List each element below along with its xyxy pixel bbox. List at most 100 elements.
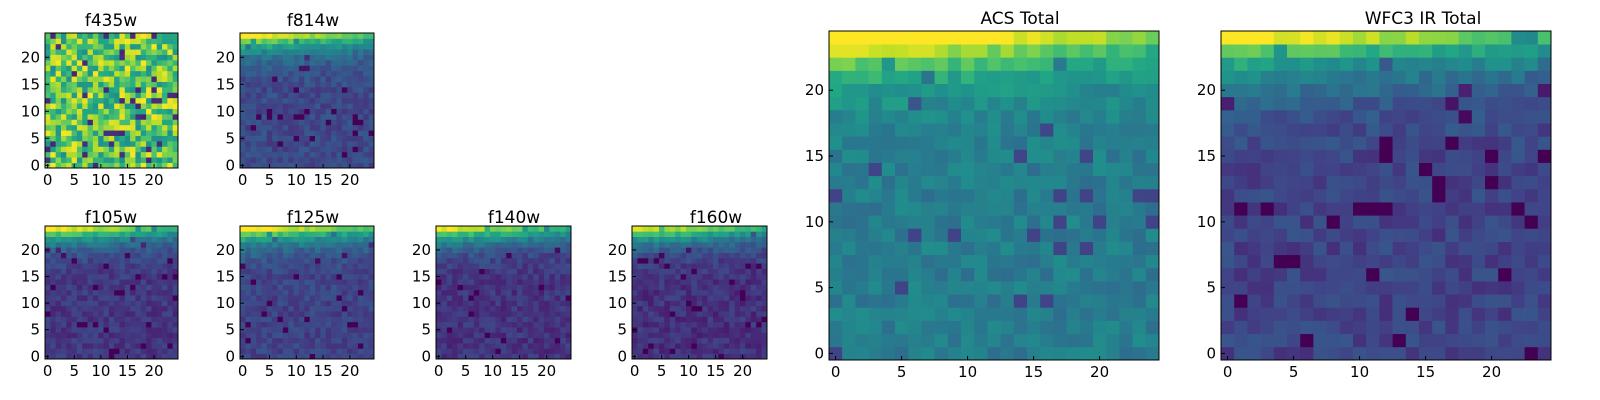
- heatmap-cell: [146, 316, 152, 323]
- heatmap-cell: [707, 311, 714, 317]
- heatmap-cell: [309, 151, 316, 158]
- heatmap-cell: [653, 273, 660, 280]
- heatmap-cell: [240, 332, 246, 339]
- heatmap-cell: [261, 81, 268, 88]
- heatmap-cell: [304, 141, 311, 147]
- heatmap-cell: [761, 284, 768, 291]
- heatmap-cell: [293, 108, 300, 115]
- heatmap-cell: [256, 33, 262, 39]
- heatmap-cell: [108, 162, 115, 169]
- heatmap-cell: [648, 268, 654, 275]
- heatmap-cell: [245, 300, 252, 307]
- heatmap-cell: [146, 311, 152, 317]
- heatmap-cell: [756, 327, 762, 333]
- heatmap-cell: [245, 289, 252, 296]
- heatmap-cell: [293, 157, 300, 163]
- heatmap-cell: [436, 289, 442, 296]
- heatmap-cell: [245, 60, 252, 66]
- heatmap-cell: [500, 353, 507, 360]
- heatmap-cell: [1379, 175, 1393, 190]
- heatmap-cell: [740, 332, 746, 339]
- heatmap-cell: [250, 108, 257, 115]
- heatmap-cell: [108, 321, 115, 328]
- heatmap-cell: [1326, 228, 1341, 242]
- heatmap-cell: [108, 151, 115, 158]
- heatmap-cell: [76, 70, 83, 77]
- heatmap-cell: [756, 252, 762, 259]
- heatmap-cell: [151, 247, 158, 253]
- heatmap-cell: [298, 130, 305, 136]
- heatmap-cell: [686, 295, 692, 301]
- y-tick-label: 0: [617, 347, 627, 365]
- heatmap-cell: [1079, 254, 1094, 269]
- heatmap-cell: [140, 279, 147, 285]
- heatmap-cell: [756, 284, 762, 291]
- heatmap-cell: [1013, 346, 1028, 361]
- heatmap-cell: [723, 311, 730, 317]
- heatmap-cell: [114, 43, 120, 50]
- x-tick-label: 5: [69, 171, 79, 189]
- heatmap-cell: [1300, 162, 1314, 177]
- heatmap-cell: [272, 43, 278, 50]
- heatmap-cell: [842, 188, 856, 203]
- heatmap-cell: [336, 92, 343, 99]
- heatmap-cell: [457, 236, 464, 243]
- heatmap-cell: [1498, 162, 1512, 177]
- heatmap-cell: [256, 114, 262, 120]
- heatmap-cell: [691, 236, 698, 243]
- heatmap-cell: [947, 202, 962, 216]
- heatmap-cell: [691, 226, 698, 232]
- heatmap-cell: [357, 81, 364, 88]
- heatmap-cell: [108, 87, 115, 93]
- heatmap-cell: [331, 236, 337, 243]
- heatmap-cell: [436, 268, 442, 275]
- heatmap-cell: [245, 343, 252, 349]
- heatmap-cell: [522, 321, 529, 328]
- x-tick-label: 5: [265, 362, 275, 380]
- heatmap-cell: [881, 333, 896, 348]
- heatmap-cell: [745, 241, 752, 248]
- heatmap-cell: [71, 124, 78, 131]
- heatmap-cell: [156, 316, 163, 323]
- heatmap-cell: [696, 348, 703, 355]
- heatmap-cell: [713, 284, 719, 291]
- heatmap-cell: [87, 92, 94, 99]
- heatmap-cell: [1471, 294, 1486, 308]
- heatmap-cell: [1079, 149, 1094, 163]
- heatmap-cell: [1053, 241, 1067, 256]
- heatmap-cell: [298, 321, 305, 328]
- heatmap-cell: [855, 57, 869, 71]
- heatmap-cell: [441, 327, 448, 333]
- heatmap-cell: [680, 231, 687, 237]
- heatmap-cell: [707, 305, 714, 312]
- heatmap-cell: [1093, 333, 1107, 348]
- heatmap-cell: [130, 87, 136, 93]
- heatmap-cell: [103, 124, 110, 131]
- heatmap-cell: [357, 33, 364, 39]
- heatmap-cell: [92, 247, 99, 253]
- heatmap-cell: [1132, 228, 1147, 242]
- heatmap-cell: [103, 337, 110, 344]
- heatmap-cell: [642, 353, 649, 360]
- heatmap-cell: [680, 327, 687, 333]
- heatmap-cell: [55, 241, 62, 248]
- heatmap-cell: [336, 33, 343, 39]
- heatmap-cell: [533, 295, 539, 301]
- heatmap-cell: [135, 97, 142, 104]
- heatmap-cell: [347, 332, 353, 339]
- heatmap-cell: [352, 162, 359, 169]
- heatmap-cell: [648, 343, 654, 349]
- heatmap-cell: [653, 289, 660, 296]
- heatmap-cell: [368, 273, 375, 280]
- heatmap-cell: [266, 257, 273, 264]
- heatmap-cell: [1106, 320, 1120, 335]
- heatmap-cell: [745, 316, 752, 323]
- heatmap-cell: [1366, 188, 1380, 203]
- heatmap-cell: [82, 353, 88, 360]
- heatmap-cell: [463, 316, 469, 323]
- heatmap-cell: [1013, 307, 1028, 321]
- heatmap-cell: [1247, 188, 1261, 203]
- heatmap-cell: [135, 332, 142, 339]
- heatmap-cell: [66, 87, 72, 93]
- heatmap-cell: [463, 311, 469, 317]
